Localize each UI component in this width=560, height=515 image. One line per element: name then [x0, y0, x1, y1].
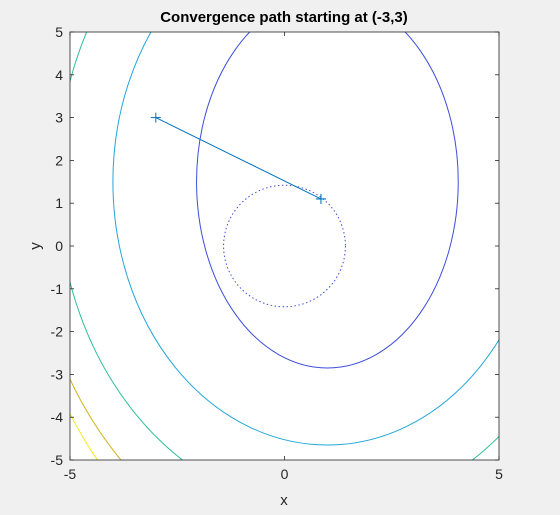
contours-layer [70, 32, 499, 460]
series-layer [150, 112, 326, 204]
contour-line-2 [112, 32, 499, 446]
y-tick-label: 1 [55, 195, 63, 211]
chart-title: Convergence path starting at (-3,3) [160, 9, 408, 26]
x-tick-label: -5 [64, 466, 77, 482]
x-tick-label: 5 [495, 466, 503, 482]
plot-background [70, 32, 499, 460]
y-tick-label: 0 [55, 238, 63, 254]
y-tick-label: -4 [51, 409, 64, 425]
x-axis-label: x [280, 492, 288, 509]
ticks-layer: -5 0 5 5 4 3 2 1 0 -1 -2 -3 -4 -5 [51, 24, 504, 482]
y-tick-label: -5 [51, 452, 64, 468]
contour-line-1 [196, 32, 459, 369]
y-tick-label: 3 [55, 110, 63, 126]
path-line [155, 117, 322, 200]
y-tick-label: 4 [55, 67, 63, 83]
y-tick-label: -1 [51, 281, 64, 297]
y-axis-label: y [27, 242, 44, 250]
constraint-layer [223, 184, 346, 308]
y-tick-label: -2 [51, 324, 64, 340]
path-marker [150, 112, 161, 123]
path-marker [315, 193, 326, 204]
constraint-circle [223, 184, 346, 308]
y-tick-label: -3 [51, 366, 64, 382]
x-tick-label: 0 [281, 466, 289, 482]
y-tick-label: 2 [55, 152, 63, 168]
y-tick-label: 5 [55, 24, 63, 40]
